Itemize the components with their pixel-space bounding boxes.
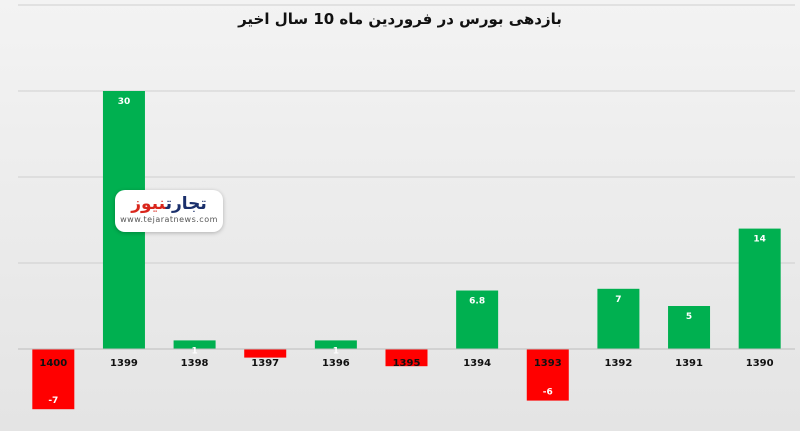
bar-1395 xyxy=(385,349,428,367)
bar-1393 xyxy=(526,349,569,401)
tick-label-1392: 1392 xyxy=(604,358,632,369)
data-label-1396: 1 xyxy=(333,346,339,356)
tick-label-1395: 1395 xyxy=(393,358,421,369)
bar-1400 xyxy=(32,349,75,410)
tick-label-1391: 1391 xyxy=(675,358,703,369)
logo-url: www.tejaratnews.com xyxy=(120,215,218,224)
tick-label-1390: 1390 xyxy=(746,358,774,369)
tick-label-1397: 1397 xyxy=(251,358,279,369)
tick-label-1393: 1393 xyxy=(534,358,562,369)
tick-label-1400: 1400 xyxy=(39,358,67,369)
bar-1392 xyxy=(597,288,640,349)
bar-1398 xyxy=(173,340,216,349)
data-label-1392: 7 xyxy=(615,295,621,305)
bar-1391 xyxy=(668,306,711,349)
logo-text: تجارتنیوز xyxy=(115,193,223,215)
labels: 1400 -7 1399 30 1398 1 1397 1396 1 1395 1394 6.8 139… xyxy=(39,97,773,406)
tick-label-1398: 1398 xyxy=(181,358,209,369)
gridlines xyxy=(18,4,795,264)
bar-1394 xyxy=(456,290,499,349)
data-label-1399: 30 xyxy=(118,97,131,107)
tick-label-1399: 1399 xyxy=(110,358,138,369)
bar-1397 xyxy=(244,349,287,358)
tick-label-1394: 1394 xyxy=(463,358,491,369)
tejaratnews-logo: تجارتنیوز www.tejaratnews.com xyxy=(115,190,223,232)
chart-title: بازدهی بورس در فروردین ماه 10 سال اخیر xyxy=(238,10,562,28)
data-label-1393: -6 xyxy=(543,388,553,398)
data-label-1394: 6.8 xyxy=(469,297,485,307)
data-label-1398: 1 xyxy=(191,346,197,356)
data-label-1390: 14 xyxy=(753,235,766,245)
tick-label-1396: 1396 xyxy=(322,358,350,369)
logo-part-2: نیوز xyxy=(131,194,166,214)
data-label-1391: 5 xyxy=(686,312,692,322)
bar-1396 xyxy=(314,340,357,349)
logo-part-1: تجارت xyxy=(165,194,207,214)
bar-1390 xyxy=(738,228,781,349)
data-label-1400: -7 xyxy=(48,396,58,406)
